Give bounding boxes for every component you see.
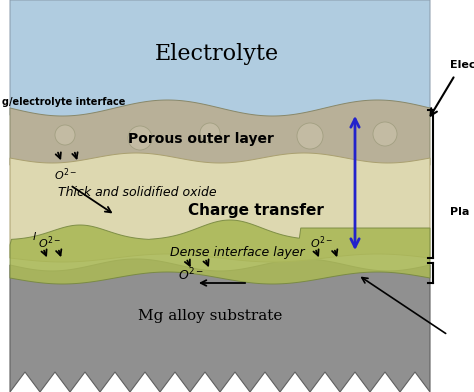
Text: Mg alloy substrate: Mg alloy substrate: [138, 309, 283, 323]
Text: Porous outer layer: Porous outer layer: [128, 132, 274, 146]
Circle shape: [297, 123, 323, 149]
Text: Charge transfer: Charge transfer: [188, 203, 324, 218]
Circle shape: [200, 123, 220, 143]
Text: Electro: Electro: [450, 60, 474, 70]
Polygon shape: [10, 100, 430, 171]
Text: $O^{2-}$: $O^{2-}$: [310, 235, 334, 251]
Text: Dense interface layer: Dense interface layer: [170, 246, 305, 259]
Circle shape: [128, 126, 152, 150]
Text: $\mathit{l}$: $\mathit{l}$: [32, 230, 37, 242]
Polygon shape: [10, 220, 430, 284]
Polygon shape: [10, 153, 430, 262]
Text: $O^{2-}$: $O^{2-}$: [38, 235, 62, 251]
Circle shape: [373, 122, 397, 146]
Text: Electrolyte: Electrolyte: [155, 43, 279, 65]
Text: Thick and solidified oxide: Thick and solidified oxide: [58, 186, 217, 199]
Polygon shape: [10, 0, 430, 123]
Text: $O^{2-}$: $O^{2-}$: [54, 167, 78, 183]
Text: g/electrolyte interface: g/electrolyte interface: [2, 97, 126, 107]
Text: Pla: Pla: [450, 207, 469, 217]
Text: $O^{2-}$: $O^{2-}$: [178, 267, 204, 283]
Circle shape: [55, 125, 75, 145]
Polygon shape: [10, 259, 430, 392]
